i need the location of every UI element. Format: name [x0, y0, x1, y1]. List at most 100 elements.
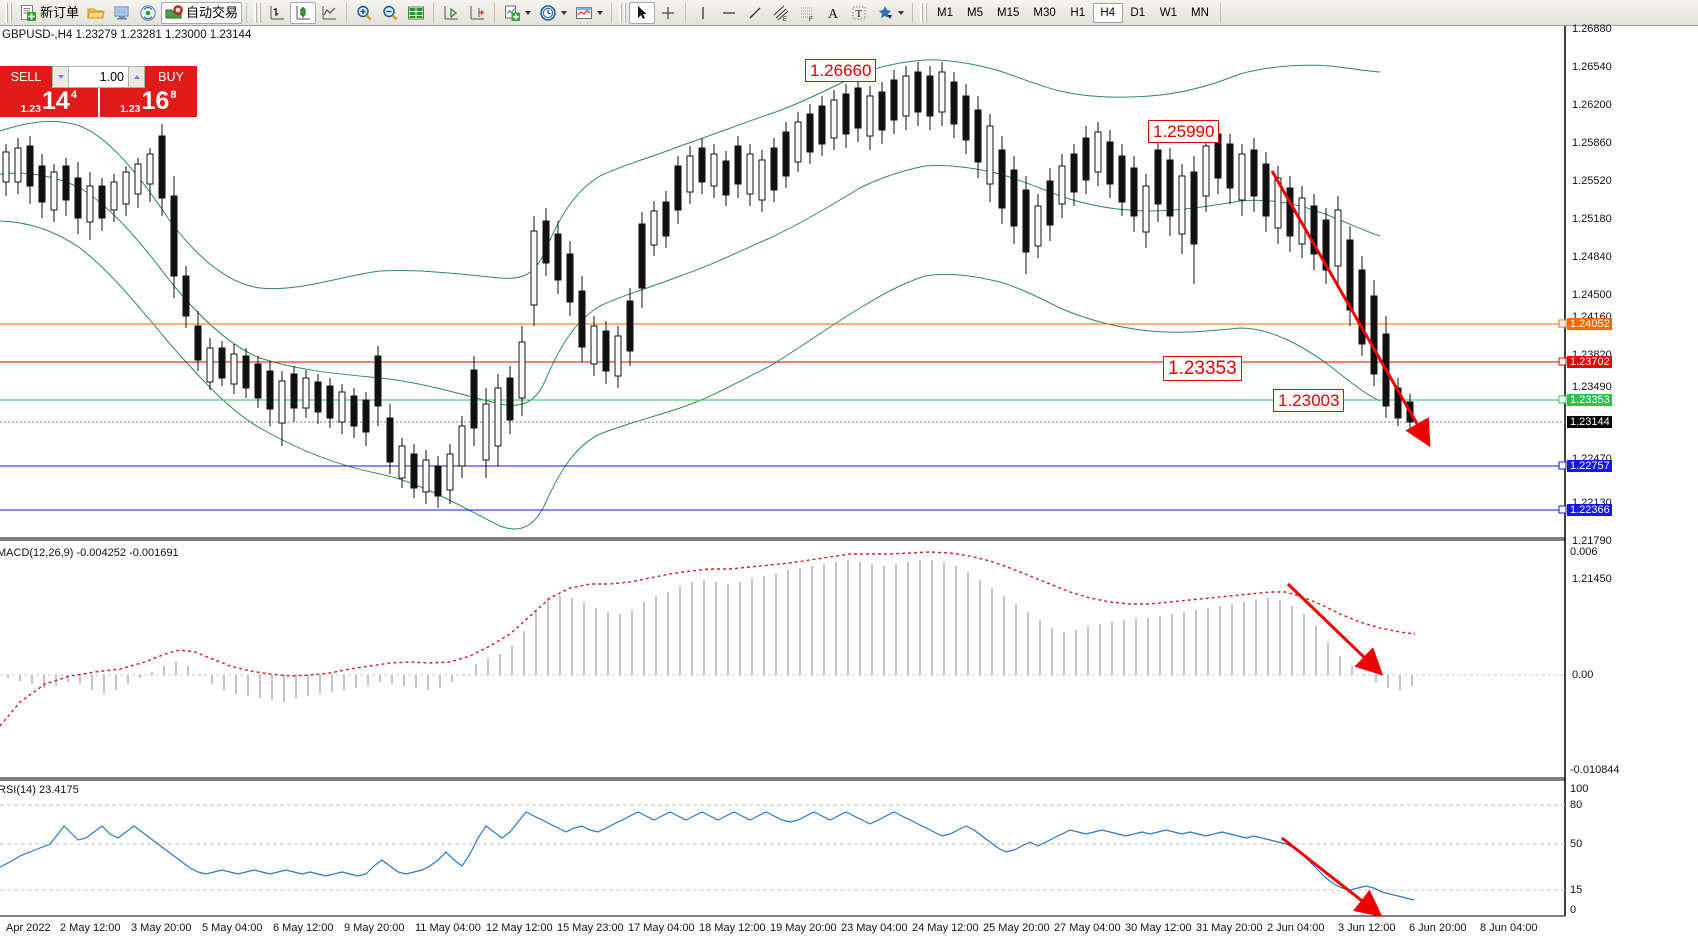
periodicity-dropdown-arrow[interactable] — [561, 10, 568, 15]
clock-icon — [539, 4, 557, 22]
level-tag-current-price: 1.23144 — [1567, 416, 1612, 428]
macd-tick-bottom: -0.010844 — [1570, 764, 1620, 776]
arrows-shapes-icon — [876, 4, 894, 22]
trendline-tool-button[interactable] — [742, 2, 768, 24]
equidistant-channel-tool-button[interactable]: E — [768, 2, 794, 24]
level-tag-1-22366[interactable]: 1.22366 — [1567, 504, 1612, 516]
toolbar-separator-1 — [246, 2, 248, 23]
sell-price-prefix: 1.23 — [20, 103, 41, 115]
price-tick-8: 1.24500 — [1572, 289, 1612, 301]
sell-button[interactable]: SELL — [0, 66, 52, 88]
macd-tick-zero: 0.00 — [1572, 669, 1594, 681]
timeframe-toolbar-grip[interactable] — [920, 2, 928, 23]
chart-graphics — [0, 26, 1567, 917]
chart-shift-button[interactable] — [464, 2, 490, 24]
data-window-button[interactable] — [403, 2, 429, 24]
expert-advisors-button[interactable] — [83, 2, 109, 24]
cursor-arrow-icon — [633, 4, 651, 22]
time-tick-20: 3 Jun 12:00 — [1338, 922, 1396, 934]
level-tag-1-22757[interactable]: 1.22757 — [1567, 460, 1612, 472]
time-tick-19: 2 Jun 04:00 — [1267, 922, 1325, 934]
level-tag-1-24052[interactable]: 1.24052 — [1567, 318, 1612, 330]
grid-table-icon — [407, 4, 425, 22]
template-icon — [575, 4, 593, 22]
timeframe-m30[interactable]: M30 — [1033, 6, 1056, 19]
chart-toolbar-grip[interactable] — [254, 2, 262, 23]
sell-price-display[interactable]: 1.23 14 4 — [0, 88, 98, 117]
macd-indicator-label: MACD(12,26,9) -0.004252 -0.001691 — [0, 547, 179, 559]
rsi-tick-50: 50 — [1570, 838, 1583, 850]
price-tick-5: 1.25520 — [1572, 175, 1612, 187]
timeframe-m15[interactable]: M15 — [997, 6, 1020, 19]
templates-button[interactable] — [571, 2, 607, 24]
timeframe-m5[interactable]: M5 — [967, 6, 984, 19]
octp-controls-row: SELL 1.00 BUY — [0, 66, 197, 88]
fibonacci-tool-button[interactable]: F — [794, 2, 820, 24]
timeframe-mn[interactable]: MN — [1191, 6, 1209, 19]
timeframe-m1[interactable]: M1 — [937, 6, 954, 19]
timeframe-w1[interactable]: W1 — [1159, 6, 1178, 19]
time-tick-14: 24 May 12:00 — [912, 922, 979, 934]
auto-scroll-button[interactable] — [438, 2, 464, 24]
terminal-button[interactable] — [109, 2, 135, 24]
horizontal-line-tool-button[interactable] — [716, 2, 742, 24]
text-label-tool-button[interactable]: T — [846, 2, 872, 24]
text-label-icon: T — [850, 4, 868, 22]
signal-broadcast-icon — [139, 4, 157, 22]
rsi-downtrend-arrow — [1281, 836, 1383, 917]
periodicity-button[interactable] — [535, 2, 571, 24]
level-tag-1-23353[interactable]: 1.23353 — [1567, 394, 1612, 406]
cursor-tool-button[interactable] — [629, 1, 656, 24]
one-click-trading-panel[interactable]: SELL 1.00 BUY 1.23 14 4 1.23 16 8 — [0, 66, 197, 117]
chevron-up-icon — [133, 75, 140, 79]
price-tick-1: 1.26880 — [1572, 23, 1612, 35]
volume-input[interactable]: 1.00 — [69, 66, 128, 88]
buy-price-display[interactable]: 1.23 16 8 — [99, 88, 197, 117]
bar-chart-button[interactable] — [264, 2, 290, 24]
channel-icon: E — [772, 4, 790, 23]
time-tick-10: 17 May 04:00 — [628, 922, 695, 934]
price-tick-11: 1.23490 — [1572, 381, 1612, 393]
rsi-tick-0: 0 — [1570, 904, 1577, 916]
vertical-line-tool-button[interactable] — [690, 2, 716, 24]
autotrading-button[interactable]: 自动交易 — [161, 1, 243, 24]
crosshair-tool-button[interactable] — [655, 2, 681, 24]
trendline-icon — [746, 4, 764, 22]
toolbar-separator-5 — [611, 2, 613, 23]
templates-dropdown-arrow[interactable] — [597, 10, 604, 15]
indicators-dropdown-arrow[interactable] — [525, 10, 532, 15]
drawing-toolbar-grip[interactable] — [619, 2, 627, 23]
toolbar-grip[interactable] — [5, 2, 12, 23]
zoom-out-icon — [381, 4, 399, 22]
price-tick-14: 1.21790 — [1572, 535, 1612, 547]
macd-tick-top: 0.006 — [1570, 546, 1598, 558]
line-chart-icon — [320, 4, 338, 22]
zoom-out-button[interactable] — [377, 2, 403, 24]
symbol-header: GBPUSD-,H4 1.23279 1.23281 1.23000 1.231… — [2, 29, 252, 41]
zoom-in-button[interactable] — [351, 2, 377, 24]
chart-canvas[interactable]: GBPUSD-,H4 1.23279 1.23281 1.23000 1.231… — [0, 23, 1698, 943]
text-tool-button[interactable]: A — [820, 2, 846, 24]
volume-increment-button[interactable] — [128, 66, 145, 88]
crosshair-icon — [659, 4, 677, 22]
buy-button[interactable]: BUY — [145, 66, 197, 88]
svg-text:F: F — [809, 17, 813, 22]
volume-control[interactable]: 1.00 — [52, 66, 145, 88]
timeframe-h4[interactable]: H4 — [1092, 2, 1123, 23]
indicators-button[interactable] — [499, 2, 535, 24]
new-order-button[interactable]: 新订单 — [15, 2, 83, 24]
candlestick-chart-button[interactable] — [290, 1, 317, 24]
price-tick-4: 1.25860 — [1572, 137, 1612, 149]
line-chart-button[interactable] — [316, 2, 342, 24]
volume-decrement-button[interactable] — [52, 66, 69, 88]
svg-text:E: E — [783, 17, 787, 22]
rsi-tick-100: 100 — [1570, 783, 1589, 795]
arrows-dropdown-arrow[interactable] — [898, 10, 905, 15]
price-tick-15: 1.21450 — [1572, 573, 1612, 585]
level-tag-1-23702[interactable]: 1.23702 — [1567, 356, 1612, 368]
timeframe-h1[interactable]: H1 — [1070, 6, 1086, 19]
macd-signal-line — [0, 551, 1416, 727]
timeframe-d1[interactable]: D1 — [1130, 6, 1146, 19]
signals-button[interactable] — [135, 2, 161, 24]
arrows-tool-button[interactable] — [872, 2, 908, 24]
